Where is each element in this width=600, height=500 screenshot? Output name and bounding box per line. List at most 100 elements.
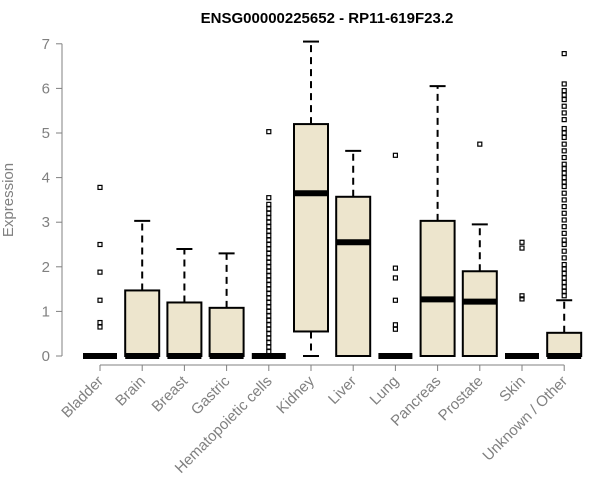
outlier-point — [561, 88, 567, 94]
outlier-point — [561, 117, 567, 123]
outlier-point — [97, 319, 103, 326]
outlier-point — [266, 259, 272, 265]
outlier-point — [266, 344, 272, 350]
y-axis-label: Expression — [0, 163, 17, 237]
outlier-point — [266, 201, 272, 207]
outlier-point — [266, 228, 272, 234]
outlier-point — [266, 282, 272, 288]
box-group — [83, 184, 117, 359]
outlier-point — [561, 110, 567, 116]
outlier-point — [561, 166, 567, 172]
outlier-point — [477, 141, 483, 147]
y-axis: 0 1 2 3 4 5 6 7 — [42, 36, 63, 365]
x-tick-label: Skin — [496, 373, 529, 406]
outlier-point — [561, 134, 567, 141]
outlier-point — [266, 264, 272, 270]
x-tick-label: Liver — [325, 373, 360, 408]
outlier-point — [266, 224, 272, 230]
box-group — [335, 149, 372, 357]
outlier-point — [561, 96, 567, 103]
box — [208, 306, 245, 357]
outlier-point — [266, 210, 272, 216]
outlier-point — [561, 103, 567, 109]
outlier-point — [97, 184, 103, 191]
outlier-point — [519, 239, 525, 245]
outlier-point — [266, 232, 272, 239]
outlier-point — [266, 219, 272, 225]
x-tick-label: Lung — [367, 373, 403, 409]
box-group — [208, 252, 245, 359]
box — [335, 195, 372, 357]
outlier-point — [266, 317, 272, 323]
y-tick-label: 1 — [42, 303, 50, 320]
box-group — [166, 247, 203, 359]
box — [293, 123, 329, 333]
outlier-point — [519, 293, 525, 299]
y-tick-label: 4 — [42, 170, 50, 187]
outlier-point — [392, 322, 398, 328]
outlier-point — [266, 273, 272, 279]
outlier-point — [561, 288, 567, 294]
outlier-point — [561, 248, 567, 254]
outlier-point — [561, 217, 567, 223]
chart-title: ENSG00000225652 - RP11-619F23.2 — [201, 10, 454, 27]
outlier-point — [392, 297, 398, 303]
y-tick-label: 0 — [42, 348, 50, 365]
y-tick-label: 6 — [42, 80, 50, 97]
outlier-point — [561, 51, 567, 57]
box-group — [293, 40, 329, 357]
x-tick-label: Bladder — [58, 373, 107, 422]
outlier-point — [266, 250, 272, 257]
box-group — [124, 219, 161, 359]
outlier-point — [561, 266, 567, 272]
box-group — [251, 129, 286, 359]
outlier-point — [266, 268, 272, 274]
outlier-point — [97, 269, 103, 275]
outlier-point — [561, 237, 567, 243]
box — [546, 331, 583, 358]
outlier-point — [266, 246, 272, 252]
outlier-point — [519, 245, 525, 251]
outlier-point — [561, 148, 567, 154]
outlier-point — [561, 161, 567, 167]
outlier-point — [97, 297, 103, 303]
outlier-point — [266, 286, 272, 292]
box — [419, 219, 456, 357]
outlier-point — [561, 203, 567, 210]
outlier-point — [392, 326, 398, 332]
box — [461, 270, 498, 358]
outlier-point — [97, 324, 103, 330]
outlier-point — [392, 152, 398, 158]
outlier-point — [266, 322, 272, 328]
box-group — [461, 141, 498, 358]
x-tick-label: Kidney — [273, 372, 318, 417]
outlier-point — [266, 237, 272, 243]
outlier-point — [561, 130, 567, 136]
y-tick-label: 5 — [42, 125, 50, 142]
box-group — [505, 239, 539, 359]
box-group — [378, 152, 413, 359]
outlier-point — [266, 335, 272, 341]
outlier-point — [561, 170, 567, 176]
x-tick-label: Brain — [112, 373, 149, 410]
outlier-point — [266, 195, 272, 201]
outlier-point — [561, 175, 567, 181]
outlier-point — [561, 81, 567, 87]
outlier-point — [561, 92, 567, 98]
outlier-point — [561, 284, 567, 290]
outlier-point — [266, 215, 272, 221]
outlier-point — [266, 255, 272, 261]
outlier-point — [266, 348, 272, 355]
outlier-point — [561, 154, 567, 161]
outlier-point — [561, 261, 567, 268]
outlier-point — [561, 279, 567, 286]
box-group — [546, 51, 583, 359]
plot-area — [83, 40, 583, 359]
outlier-point — [266, 277, 272, 283]
outlier-point — [266, 331, 272, 337]
outlier-point — [266, 129, 272, 135]
box — [124, 289, 161, 357]
outlier-point — [519, 296, 525, 302]
outlier-point — [561, 141, 567, 147]
